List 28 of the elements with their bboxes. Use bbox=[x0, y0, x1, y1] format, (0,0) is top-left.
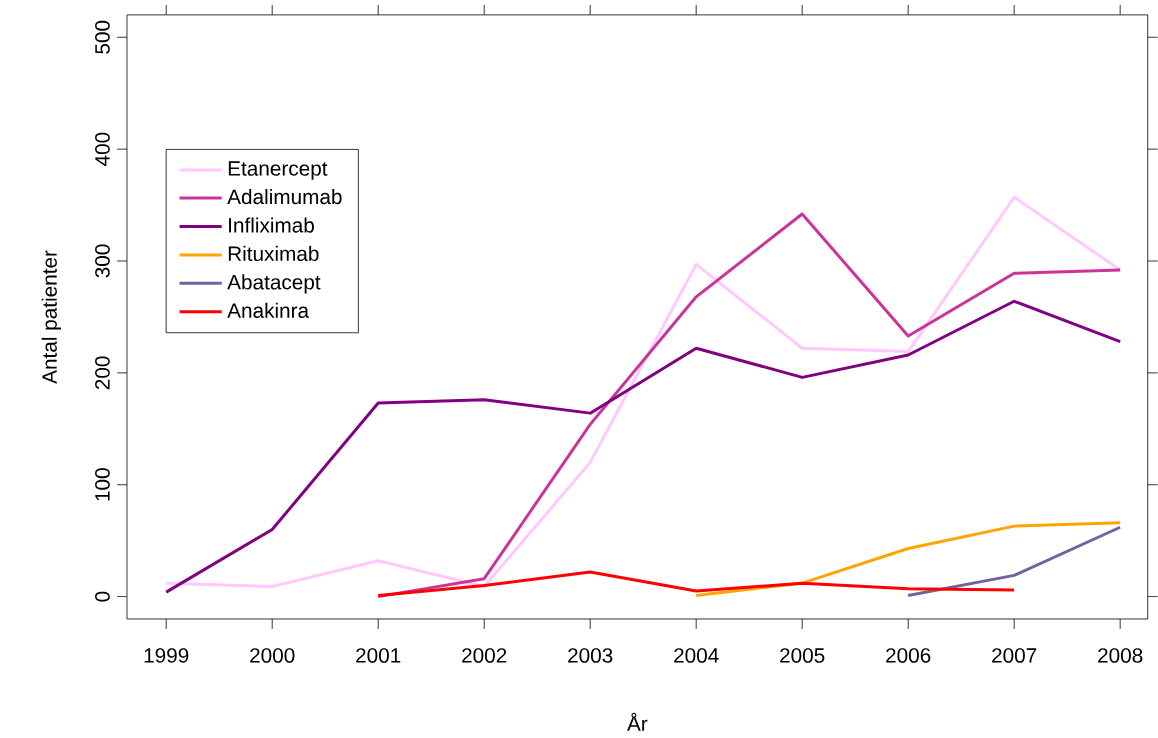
y-tick-label: 100 bbox=[95, 468, 110, 501]
x-tick-label: 2000 bbox=[250, 648, 295, 663]
x-tick-label: 1999 bbox=[144, 648, 189, 663]
legend-label: Etanercept bbox=[228, 161, 328, 180]
x-tick-label: 2003 bbox=[568, 648, 613, 663]
x-tick-label: 2004 bbox=[674, 648, 719, 663]
line-series bbox=[694, 521, 1122, 598]
legend-label: Adalimumab bbox=[227, 189, 342, 205]
x-tick-label: 2007 bbox=[992, 648, 1037, 663]
y-tick-label: 200 bbox=[95, 356, 110, 390]
legend-label: Infliximab bbox=[229, 217, 314, 233]
x-tick-label: 2005 bbox=[780, 648, 825, 663]
x-tick-label: 2008 bbox=[1098, 648, 1143, 663]
y-tick-label: 500 bbox=[95, 20, 110, 54]
y-tick-label: 300 bbox=[95, 244, 110, 278]
legend-label: Anakinra bbox=[227, 302, 310, 319]
x-tick-label: 2001 bbox=[356, 648, 401, 663]
x-axis-title: År bbox=[627, 712, 648, 731]
y-axis-title: Antal patienter bbox=[41, 250, 61, 384]
legend-label: Abatacept bbox=[227, 274, 321, 294]
line-series bbox=[164, 299, 1122, 594]
x-tick-label: 2002 bbox=[462, 648, 507, 663]
y-tick-label: 400 bbox=[95, 132, 110, 167]
line-series bbox=[376, 212, 1122, 599]
x-tick-label: 2006 bbox=[886, 648, 931, 663]
y-tick-label: 0 bbox=[95, 591, 110, 602]
line-series bbox=[376, 570, 1016, 598]
legend-label: Rituximab bbox=[228, 245, 319, 262]
